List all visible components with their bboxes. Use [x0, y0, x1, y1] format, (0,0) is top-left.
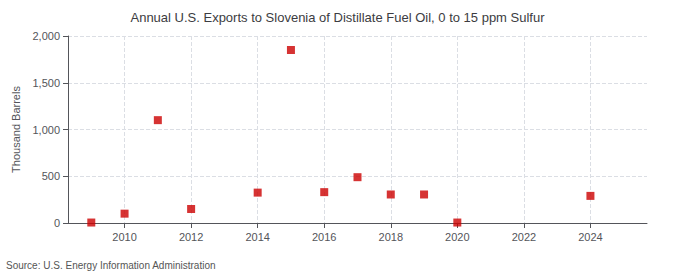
svg-text:Source: U.S. Energy Informatio: Source: U.S. Energy Information Administ…: [6, 260, 216, 271]
svg-text:1,000: 1,000: [32, 124, 60, 136]
svg-text:Annual U.S. Exports to Sloveni: Annual U.S. Exports to Slovenia of Disti…: [130, 10, 545, 25]
svg-text:2020: 2020: [445, 231, 469, 243]
svg-text:1,500: 1,500: [32, 77, 60, 89]
svg-text:2018: 2018: [379, 231, 403, 243]
svg-text:2010: 2010: [112, 231, 136, 243]
svg-text:500: 500: [42, 170, 60, 182]
svg-text:2016: 2016: [312, 231, 336, 243]
svg-text:0: 0: [54, 217, 60, 229]
svg-text:2014: 2014: [245, 231, 269, 243]
svg-text:2,000: 2,000: [32, 30, 60, 42]
svg-text:Thousand Barrels: Thousand Barrels: [10, 86, 22, 173]
svg-text:2012: 2012: [179, 231, 203, 243]
svg-text:2024: 2024: [578, 231, 602, 243]
svg-text:2022: 2022: [512, 231, 536, 243]
